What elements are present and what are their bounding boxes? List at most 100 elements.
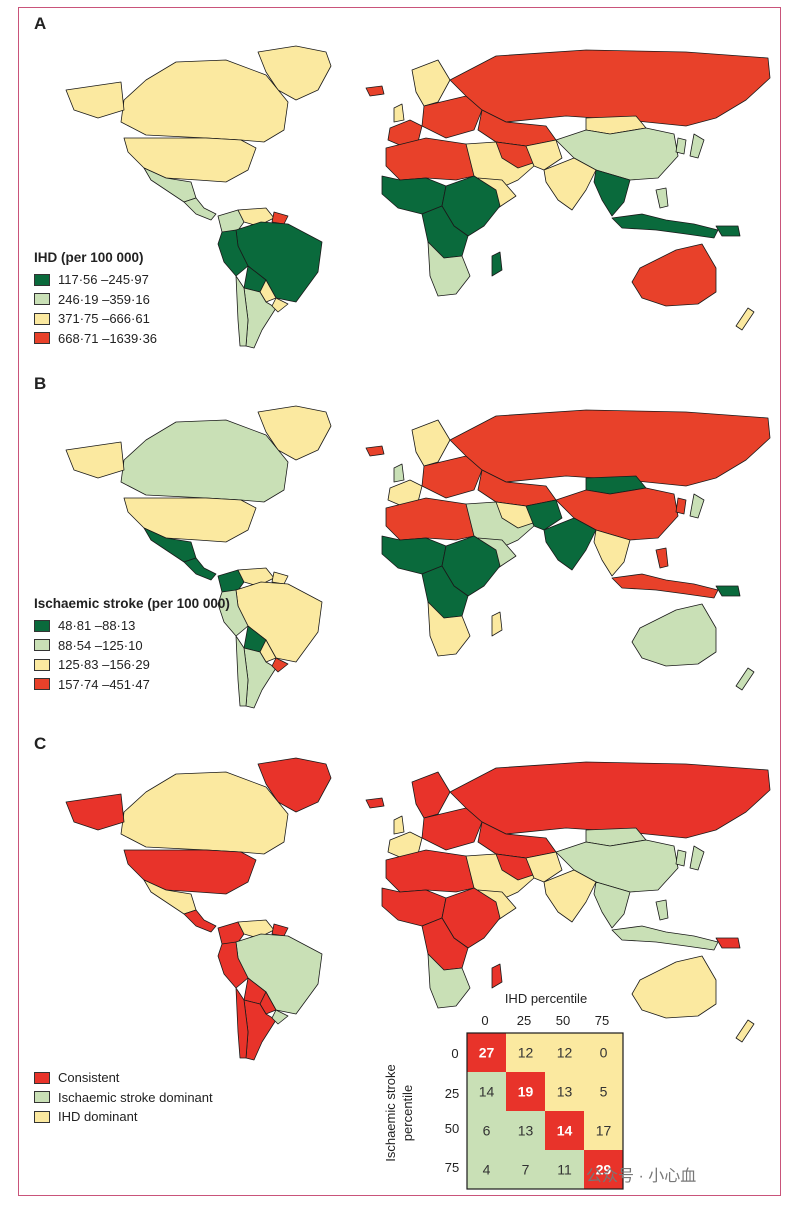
country-peru xyxy=(217,229,249,277)
legend-label: Ischaemic stroke dominant xyxy=(58,1089,213,1105)
world-map-dominance xyxy=(65,757,771,1061)
country-uruguay xyxy=(271,297,289,313)
legend-swatch xyxy=(34,1071,50,1084)
matrix-cell-value: 7 xyxy=(522,1162,530,1178)
matrix-cell xyxy=(545,1150,584,1189)
matrix-border xyxy=(466,1032,624,1190)
country-new-zealand xyxy=(735,307,755,331)
country-australia xyxy=(631,603,717,667)
country-iceland xyxy=(365,85,385,97)
matrix-x-title: IHD percentile xyxy=(505,991,587,1006)
matrix-row-label: 0 xyxy=(451,1046,458,1061)
country-philippines xyxy=(655,547,669,569)
country-alaska xyxy=(65,81,125,119)
country-indonesia xyxy=(611,925,719,951)
matrix-cell-value: 13 xyxy=(557,1084,573,1100)
legend-label: 88·54 –125·10 xyxy=(58,637,143,653)
country-uk xyxy=(393,815,405,835)
country-southeast-asia xyxy=(593,529,631,577)
matrix-cell-value: 17 xyxy=(596,1123,612,1139)
country-southeast-asia xyxy=(593,169,631,217)
matrix-cell-value: 29 xyxy=(596,1162,612,1178)
country-png xyxy=(715,937,741,949)
legend-item: 125·83 –156·29 xyxy=(34,655,230,675)
country-central-america xyxy=(183,197,217,221)
legend-label: 125·83 –156·29 xyxy=(58,657,150,673)
country-png xyxy=(715,225,741,237)
country-korea xyxy=(675,497,687,515)
matrix-cell-value: 4 xyxy=(483,1162,491,1178)
country-usa xyxy=(123,849,257,895)
matrix-cell xyxy=(467,1150,506,1189)
percentile-matrix: IHD percentile 0 25 50 75 0 25 50 75 Isc… xyxy=(383,991,624,1190)
country-canada xyxy=(120,771,289,855)
country-philippines xyxy=(655,187,669,209)
country-usa xyxy=(123,497,257,543)
world-map-ihd xyxy=(65,45,771,349)
legend-item: Consistent xyxy=(34,1068,213,1088)
panel-letter-c: C xyxy=(34,734,47,753)
legend-item: 117·56 –245·97 xyxy=(34,270,157,290)
legend-swatch xyxy=(34,678,50,691)
country-india xyxy=(543,517,597,571)
matrix-row-label: 25 xyxy=(445,1086,459,1101)
legend-item: Ischaemic stroke dominant xyxy=(34,1088,213,1108)
country-russia xyxy=(449,409,771,487)
country-central-america xyxy=(183,557,217,581)
legend-label: 668·71 –1639·36 xyxy=(58,330,158,346)
matrix-row-labels: 0 25 50 75 xyxy=(445,1046,459,1175)
panel-letter-a: A xyxy=(34,14,47,33)
legend-swatch xyxy=(34,1110,50,1123)
legend-label: 371·75 –666·61 xyxy=(58,311,150,327)
country-scandinavia xyxy=(411,59,451,107)
matrix-cell xyxy=(545,1033,584,1072)
legend-item: 371·75 –666·61 xyxy=(34,309,157,329)
country-japan xyxy=(689,133,705,159)
country-png xyxy=(715,585,741,597)
matrix-cell xyxy=(584,1072,623,1111)
country-scandinavia xyxy=(411,419,451,467)
country-southeast-asia xyxy=(593,881,631,929)
legend-item: 157·74 –451·47 xyxy=(34,675,230,695)
matrix-cell-value: 11 xyxy=(557,1162,572,1178)
country-peru xyxy=(217,941,249,989)
country-indonesia xyxy=(611,573,719,599)
country-madagascar xyxy=(491,963,503,989)
country-chile xyxy=(235,987,249,1059)
matrix-y-title-line1: Ischaemic stroke xyxy=(383,1064,398,1162)
matrix-cell xyxy=(467,1111,506,1150)
country-north-africa xyxy=(385,849,475,893)
country-japan xyxy=(689,493,705,519)
country-greenland xyxy=(257,405,332,461)
country-new-zealand xyxy=(735,1019,755,1043)
legend-swatch xyxy=(34,332,50,345)
country-iran xyxy=(495,141,537,169)
matrix-cell-value: 19 xyxy=(518,1084,534,1100)
country-uruguay xyxy=(271,657,289,673)
matrix-col-label: 0 xyxy=(481,1013,488,1028)
country-india xyxy=(543,157,597,211)
matrix-col-label: 50 xyxy=(556,1013,570,1028)
matrix-cell-value: 14 xyxy=(479,1084,495,1100)
matrix-row-label: 50 xyxy=(445,1121,459,1136)
country-southern-africa xyxy=(427,241,471,297)
country-iran xyxy=(495,853,537,881)
country-india xyxy=(543,869,597,923)
legend-label: 117·56 –245·97 xyxy=(58,272,149,288)
matrix-y-title-line2: percentile xyxy=(400,1085,415,1141)
country-indonesia xyxy=(611,213,719,239)
matrix-col-label: 25 xyxy=(517,1013,531,1028)
country-north-africa xyxy=(385,497,475,541)
legend-swatch xyxy=(34,293,50,306)
legend-label: 246·19 –359·16 xyxy=(58,291,150,307)
country-madagascar xyxy=(491,251,503,277)
legend-ischaemic-stroke: Ischaemic stroke (per 100 000) 48·81 –88… xyxy=(34,596,230,694)
world-map-ischaemic-stroke xyxy=(65,405,771,709)
matrix-cell xyxy=(584,1033,623,1072)
matrix-col-label: 75 xyxy=(595,1013,609,1028)
country-korea xyxy=(675,137,687,155)
country-greenland xyxy=(257,757,332,813)
legend-item: IHD dominant xyxy=(34,1107,213,1127)
country-iceland xyxy=(365,797,385,809)
legend-label: 48·81 –88·13 xyxy=(58,618,136,634)
